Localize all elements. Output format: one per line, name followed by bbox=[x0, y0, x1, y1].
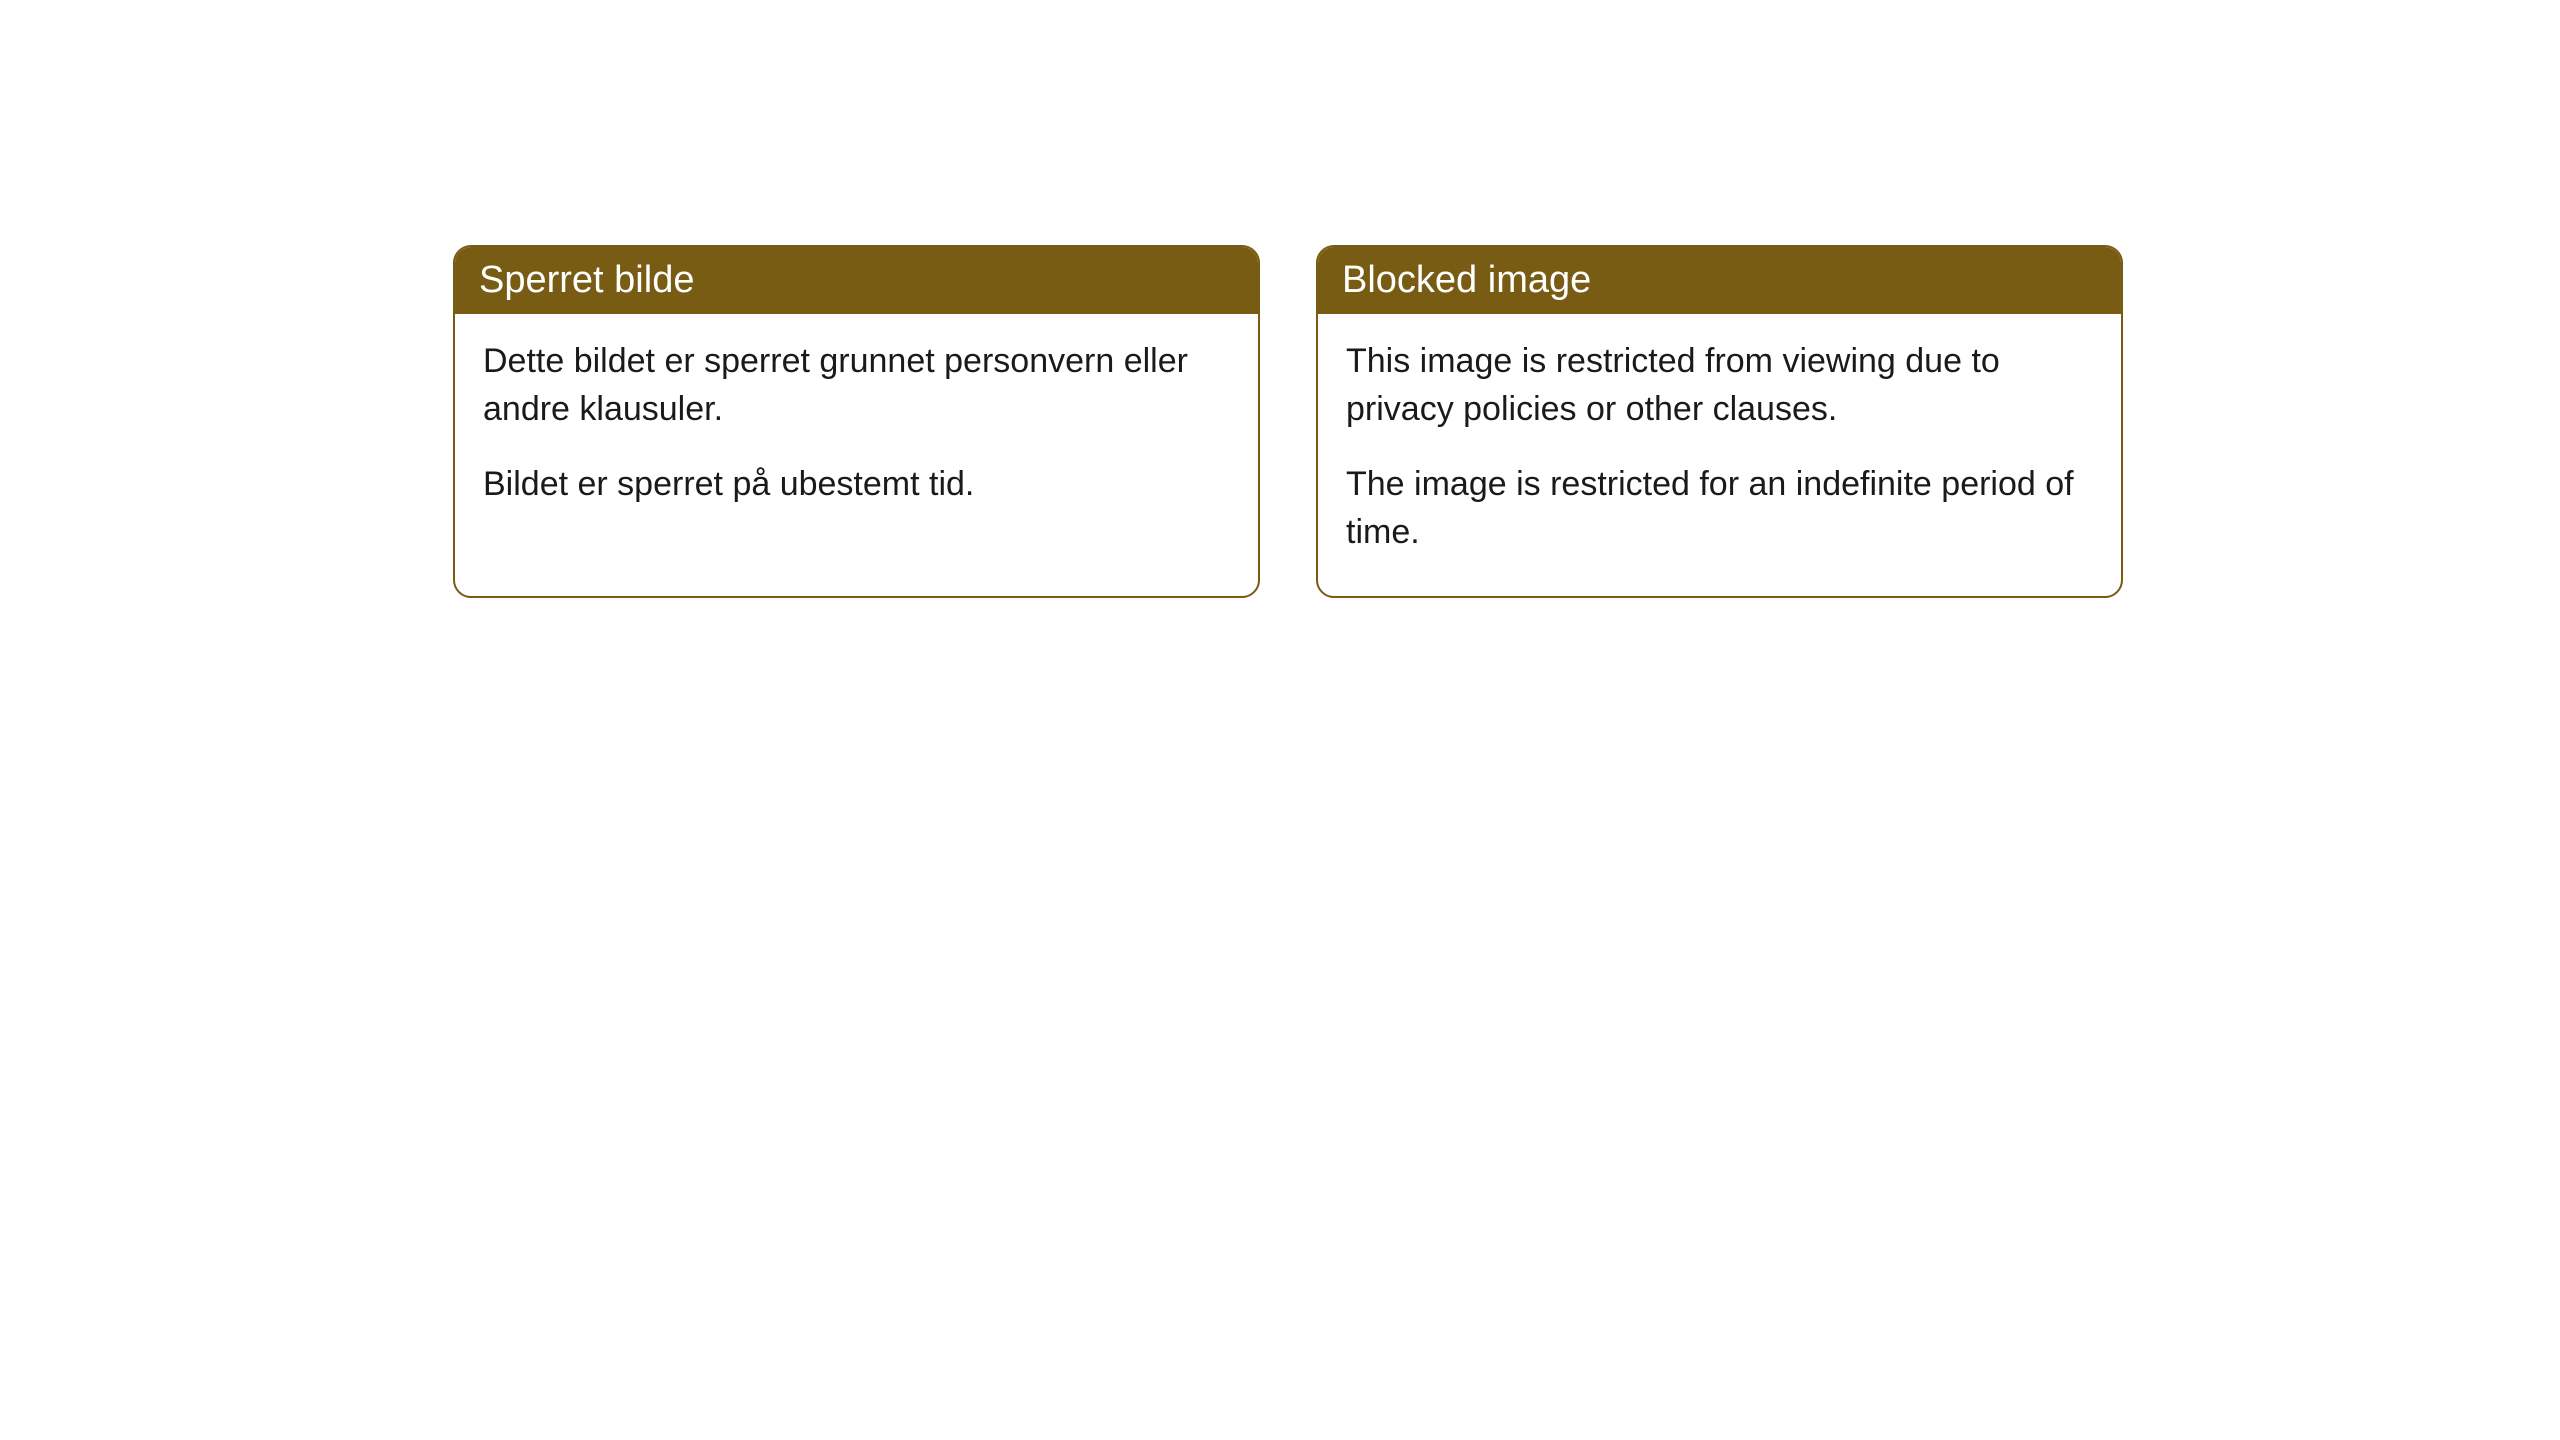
blocked-image-card-norwegian: Sperret bilde Dette bildet er sperret gr… bbox=[453, 245, 1260, 598]
blocked-image-card-english: Blocked image This image is restricted f… bbox=[1316, 245, 2123, 598]
card-paragraph-1: Dette bildet er sperret grunnet personve… bbox=[483, 338, 1230, 433]
card-paragraph-2: The image is restricted for an indefinit… bbox=[1346, 461, 2093, 556]
card-body: Dette bildet er sperret grunnet personve… bbox=[455, 314, 1258, 549]
card-paragraph-2: Bildet er sperret på ubestemt tid. bbox=[483, 461, 1230, 509]
card-title: Blocked image bbox=[1342, 259, 1591, 301]
card-title: Sperret bilde bbox=[479, 259, 694, 301]
card-paragraph-1: This image is restricted from viewing du… bbox=[1346, 338, 2093, 433]
card-header: Sperret bilde bbox=[455, 247, 1258, 314]
card-header: Blocked image bbox=[1318, 247, 2121, 314]
card-body: This image is restricted from viewing du… bbox=[1318, 314, 2121, 596]
notice-container: Sperret bilde Dette bildet er sperret gr… bbox=[453, 245, 2123, 598]
